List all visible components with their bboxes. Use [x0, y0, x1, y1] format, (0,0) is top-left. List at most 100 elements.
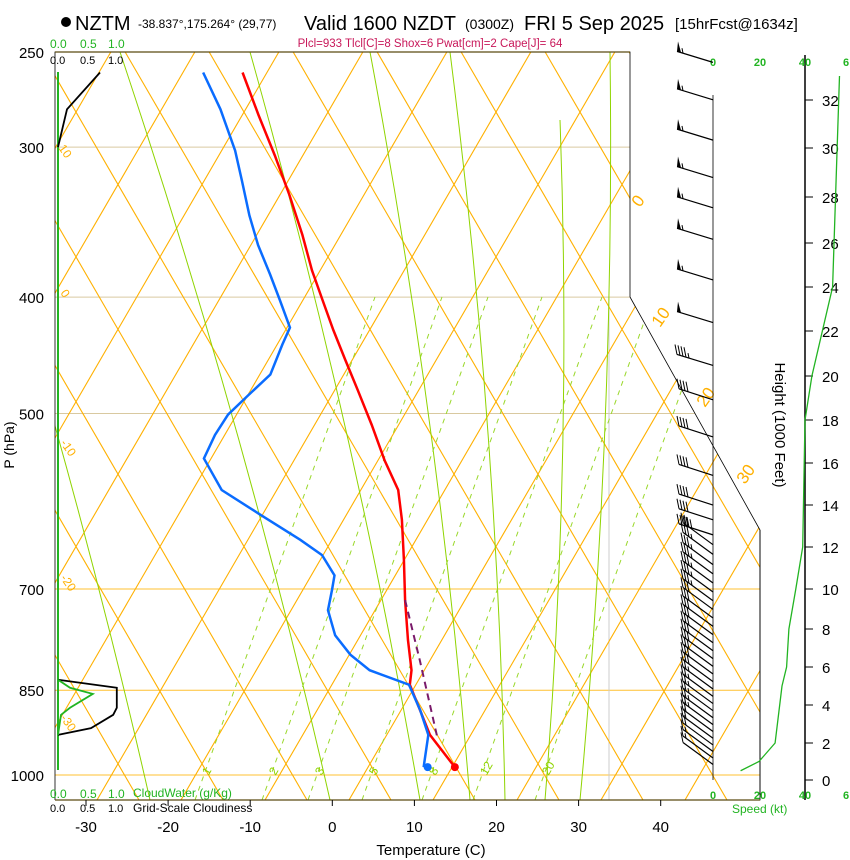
barb-feather: [686, 564, 690, 575]
pressure-tick-label: 250: [19, 45, 44, 62]
pressure-tick-label: 400: [19, 290, 44, 307]
wind-barb: [680, 634, 714, 667]
barb-feather: [680, 610, 684, 621]
barb-staff: [682, 695, 714, 719]
barb-feather: [680, 719, 684, 730]
wind-barb: [680, 626, 714, 660]
barb-half-feather: [684, 726, 687, 732]
wind-barb: [680, 577, 714, 610]
barb-feather: [680, 532, 684, 543]
isotherm-line: [55, 52, 196, 800]
mixing-ratio-label: 5: [366, 764, 382, 777]
barb-feather: [685, 457, 689, 468]
barb-feather: [686, 598, 690, 609]
cloudwater-tick-bottom: 0.5: [80, 787, 97, 801]
barb-feather: [676, 513, 680, 524]
barb-feather: [680, 732, 684, 743]
barb-feather: [680, 594, 684, 605]
barb-feather: [676, 415, 680, 427]
temp-tick-label: 20: [488, 819, 505, 836]
cloudwater-label: CloudWater (g/Kg): [133, 786, 232, 800]
barb-feather: [683, 680, 687, 691]
y-axis-label: P (hPa): [1, 421, 17, 468]
barb-staff: [682, 531, 714, 555]
wind-barb: [680, 685, 714, 719]
barb-pennant: [677, 119, 681, 131]
cloudiness-tick-bottom: 0.5: [80, 803, 95, 815]
mixing-ratio-label: 3: [312, 764, 328, 777]
height-tick-label: 2: [822, 736, 830, 753]
barb-feather: [683, 570, 687, 582]
dry-adiabat-line: [544, 52, 760, 800]
barb-staff: [678, 493, 714, 506]
barb-staff: [676, 165, 714, 179]
cloudiness-tick-bottom: 1.0: [108, 803, 123, 815]
barb-feather: [686, 526, 690, 537]
temp-tick-label: -30: [75, 819, 97, 836]
dry-adiabat-line: [292, 52, 728, 800]
wind-barb: [680, 532, 714, 566]
mixing-ratio-line: [261, 296, 443, 800]
barb-feather: [682, 456, 686, 467]
dry-adiabat-line: [55, 52, 224, 800]
isotherm-line: [432, 52, 760, 800]
wind-barb: [676, 119, 714, 141]
wind-barb: [680, 594, 714, 627]
barb-half-feather: [687, 680, 690, 687]
dry-adiabat-line: [55, 52, 308, 800]
barb-feather: [682, 380, 686, 391]
wind-barb: [680, 550, 714, 584]
wind-barb: [680, 541, 714, 575]
mixing-ratio-label: 12: [477, 759, 496, 778]
barb-feather: [680, 692, 684, 703]
wind-barb: [680, 664, 714, 697]
dry-adiabat-line: [376, 52, 760, 800]
isotherm-label-left: 0: [58, 287, 73, 301]
barb-feather: [685, 486, 689, 498]
moist-adiabat-line: [249, 52, 421, 800]
cloudiness-line: [57, 678, 118, 736]
barb-feather: [689, 519, 693, 530]
barb-pennant: [677, 186, 681, 198]
barb-half-feather: [690, 571, 693, 577]
barb-feather: [680, 626, 684, 637]
barb-pennant: [677, 78, 681, 90]
barb-feather: [680, 671, 684, 682]
wind-barb: [680, 725, 714, 759]
height-tick-label: 6: [822, 660, 830, 677]
moist-adiabat-line: [55, 52, 151, 800]
barb-feather: [682, 417, 686, 429]
station-name: NZTM: [75, 13, 131, 35]
cloudiness-tick-top: 0.0: [50, 55, 65, 67]
barb-feather: [686, 638, 690, 649]
height-tick-label: 30: [822, 141, 839, 158]
barb-staff: [682, 569, 714, 593]
height-axis-label: Height (1000 Feet): [771, 362, 788, 487]
barb-staff: [682, 578, 714, 602]
dry-adiabat-line: [55, 52, 140, 800]
barb-pennant: [677, 301, 681, 313]
wind-barb: [680, 649, 714, 683]
x-axis-label: Temperature (C): [376, 842, 485, 859]
wind-barb: [680, 585, 714, 619]
wind-barb: [676, 218, 714, 240]
cloudwater-line: [57, 678, 96, 736]
cloudiness-line: [57, 71, 101, 148]
barb-feather: [683, 347, 687, 358]
mixing-ratio-line: [307, 296, 489, 800]
barb-half-feather: [681, 48, 684, 54]
height-tick-label: 32: [822, 93, 839, 110]
barb-feather: [676, 484, 680, 495]
barb-staff: [676, 268, 714, 281]
barb-half-feather: [687, 695, 690, 701]
temp-tick-label: 0: [328, 819, 336, 836]
isotherm-line: [55, 52, 448, 800]
isotherm-line: [180, 52, 616, 800]
isotherm-line: [55, 52, 280, 800]
temp-tick-label: -10: [239, 819, 261, 836]
barb-feather: [686, 590, 690, 601]
barb-feather: [679, 416, 683, 428]
mixing-ratio-line: [534, 296, 716, 800]
barb-staff: [682, 586, 714, 610]
pressure-tick-label: 850: [19, 683, 44, 700]
